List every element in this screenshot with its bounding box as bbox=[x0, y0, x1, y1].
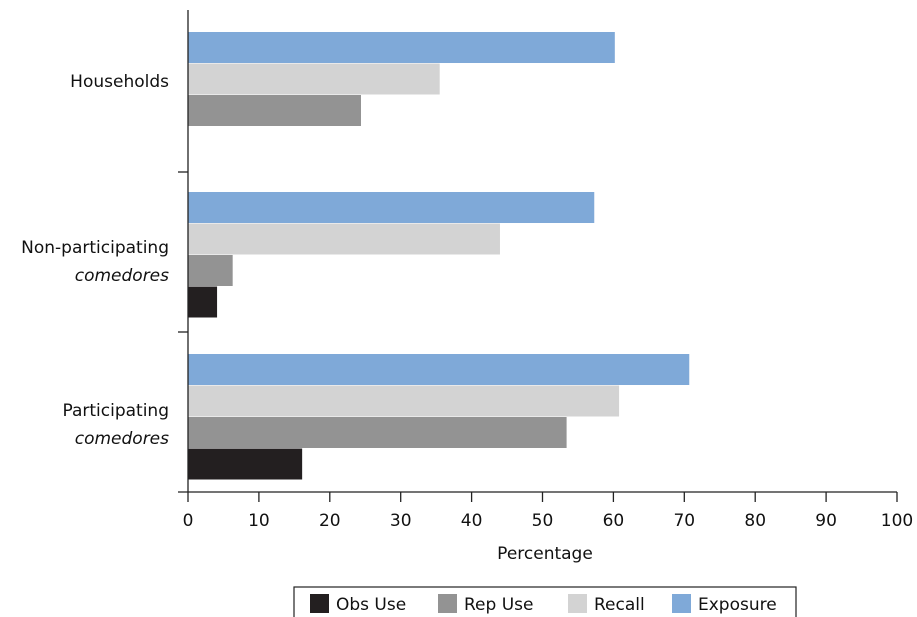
bar-recall-0 bbox=[188, 63, 440, 95]
category-label-2-line2: comedores bbox=[75, 429, 169, 449]
bar-exposure-0 bbox=[188, 32, 615, 63]
x-tick-label-30: 30 bbox=[390, 511, 412, 531]
axes-layer bbox=[178, 10, 897, 493]
legend-label-exposure: Exposure bbox=[698, 595, 777, 615]
legend-label-recall: Recall bbox=[594, 595, 645, 615]
category-label-0: Households bbox=[70, 72, 169, 92]
bar-obs-use-2 bbox=[188, 448, 303, 480]
bars-layer bbox=[188, 32, 690, 480]
category-label-1: Non-participating bbox=[21, 238, 169, 258]
bar-obs-use-1 bbox=[188, 286, 218, 318]
bar-rep-use-1 bbox=[188, 255, 233, 286]
x-axis-title: Percentage bbox=[497, 544, 593, 564]
legend-frame bbox=[293, 586, 797, 617]
bar-exposure-2 bbox=[188, 354, 690, 385]
legend: Obs Use Rep Use Recall Exposure bbox=[293, 586, 797, 617]
legend-swatch-exposure bbox=[672, 594, 691, 613]
x-tick-label-0: 0 bbox=[183, 511, 194, 531]
x-tick-label-90: 90 bbox=[815, 511, 837, 531]
legend-swatch-recall bbox=[568, 594, 587, 613]
category-label-2: Participating bbox=[62, 401, 169, 421]
legend-swatch-obs-use bbox=[310, 594, 329, 613]
ticks-layer: 0 10 20 30 40 50 60 70 80 90 100 bbox=[183, 492, 913, 531]
bar-rep-use-0 bbox=[188, 95, 361, 126]
x-tick-label-70: 70 bbox=[673, 511, 695, 531]
x-tick-label-100: 100 bbox=[881, 511, 913, 531]
category-labels: Households Non-participating comedores Part… bbox=[21, 72, 169, 449]
bar-recall-1 bbox=[188, 223, 500, 255]
x-tick-label-60: 60 bbox=[603, 511, 625, 531]
bar-rep-use-2 bbox=[188, 417, 567, 448]
legend-swatch-rep-use bbox=[438, 594, 457, 613]
x-tick-label-10: 10 bbox=[248, 511, 270, 531]
x-tick-label-40: 40 bbox=[461, 511, 483, 531]
category-label-1-line2: comedores bbox=[75, 266, 169, 286]
x-tick-label-20: 20 bbox=[319, 511, 341, 531]
bar-exposure-1 bbox=[188, 192, 595, 223]
x-tick-label-80: 80 bbox=[744, 511, 766, 531]
legend-label-obs-use: Obs Use bbox=[336, 595, 406, 615]
bar-recall-2 bbox=[188, 385, 620, 417]
x-tick-label-50: 50 bbox=[532, 511, 554, 531]
legend-label-rep-use: Rep Use bbox=[464, 595, 533, 615]
